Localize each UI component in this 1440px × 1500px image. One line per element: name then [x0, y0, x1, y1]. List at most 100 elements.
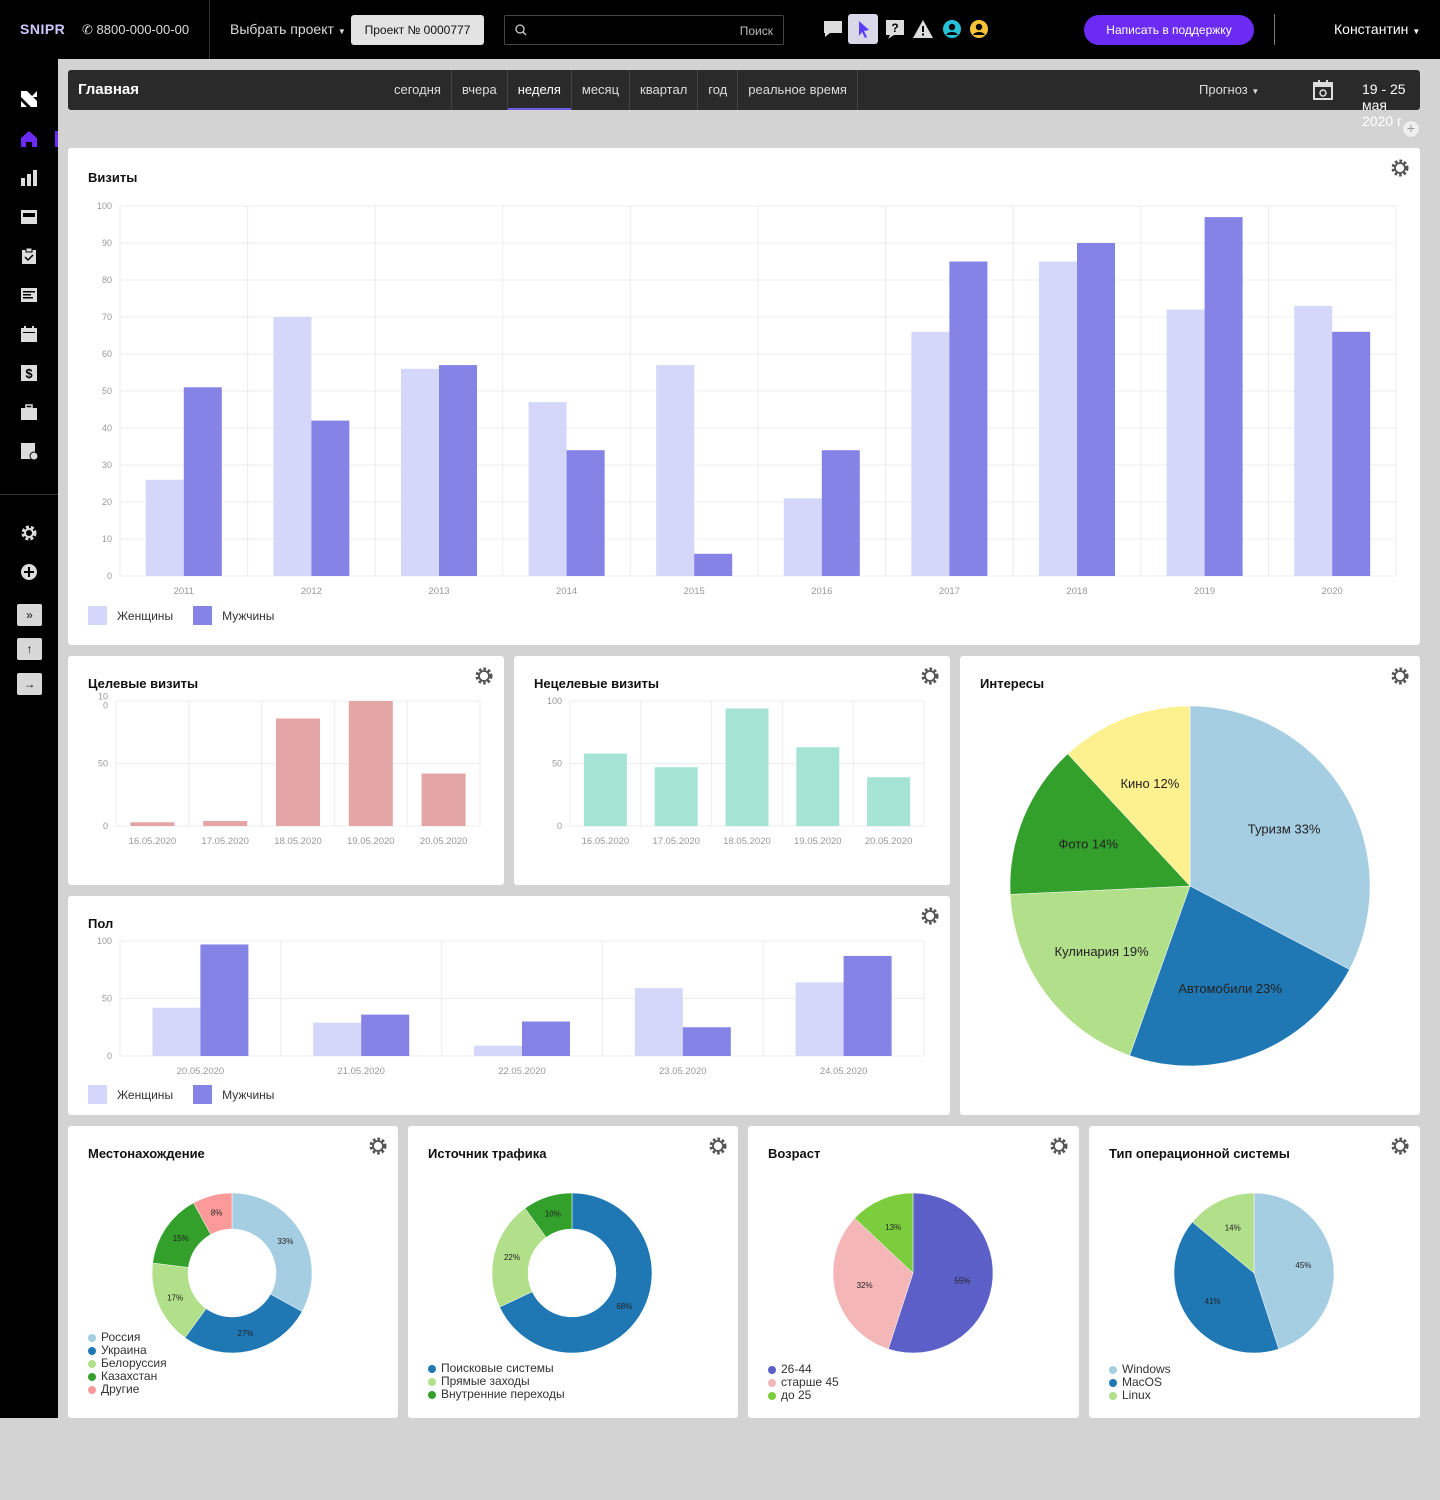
- legend-item[interactable]: Женщины: [88, 1085, 173, 1104]
- tab-realtime[interactable]: реальное время: [737, 70, 858, 110]
- slice-label: Автомобили 23%: [1178, 981, 1282, 996]
- briefcase-icon[interactable]: [19, 402, 39, 422]
- smile-icon[interactable]: [968, 18, 990, 40]
- slice-label: 41%: [1205, 1297, 1221, 1306]
- app-logo[interactable]: SNIPR: [20, 21, 66, 37]
- legend-item[interactable]: Linux: [1109, 1389, 1171, 1402]
- calendar-icon[interactable]: [1312, 79, 1334, 101]
- gear-icon[interactable]: [1049, 1136, 1069, 1156]
- legend-label: Казахстан: [101, 1369, 158, 1383]
- legend-swatch: [768, 1365, 776, 1374]
- bar: [348, 701, 393, 826]
- gear-icon[interactable]: [368, 1136, 388, 1156]
- chat-icon[interactable]: [822, 18, 844, 40]
- user-icon[interactable]: [941, 18, 963, 40]
- report-icon[interactable]: [19, 441, 39, 461]
- legend-item[interactable]: Windows: [1109, 1363, 1171, 1376]
- card-title: Пол: [88, 916, 114, 931]
- legend-item[interactable]: Мужчины: [193, 1085, 274, 1104]
- legend-item[interactable]: Казахстан: [88, 1370, 167, 1383]
- y-tick-label: 70: [102, 312, 112, 322]
- gear-icon[interactable]: [1390, 1136, 1410, 1156]
- legend-item[interactable]: Украина: [88, 1344, 167, 1357]
- bar: [911, 331, 950, 576]
- date-range[interactable]: 19 - 25 мая 2020 г: [1362, 81, 1406, 129]
- project-button[interactable]: Проект № 0000777: [351, 15, 484, 45]
- scroll-up-button[interactable]: ↑: [17, 638, 42, 660]
- forecast-dropdown[interactable]: Прогноз ▼: [1199, 82, 1259, 97]
- home-icon[interactable]: [19, 129, 39, 149]
- add-widget-button[interactable]: +: [1402, 120, 1420, 138]
- slice-label: 22%: [504, 1253, 520, 1262]
- legend-item[interactable]: 26-44: [768, 1363, 839, 1376]
- interests-card: Интересы Туризм 33% Автомобили 23% Кулинар…: [960, 656, 1420, 1115]
- legend-item[interactable]: старше 45: [768, 1376, 839, 1389]
- slice-label: Кулинария 19%: [1055, 944, 1150, 959]
- gear-icon[interactable]: [920, 666, 940, 686]
- gear-icon[interactable]: [474, 666, 494, 686]
- legend-item[interactable]: Другие: [88, 1383, 167, 1396]
- add-icon[interactable]: [19, 562, 39, 582]
- x-tick-label: 18.05.2020: [274, 836, 322, 847]
- legend-item[interactable]: Прямые заходы: [428, 1375, 565, 1388]
- x-tick-label: 2015: [684, 586, 705, 597]
- user-name: Константин: [1334, 21, 1409, 37]
- calendar-icon[interactable]: [19, 324, 39, 344]
- support-button[interactable]: Написать в поддержку: [1084, 15, 1254, 45]
- legend-item[interactable]: MacOS: [1109, 1376, 1171, 1389]
- expand-sidebar-button[interactable]: »: [17, 604, 42, 626]
- cursor-icon[interactable]: [848, 14, 878, 44]
- next-button[interactable]: →: [17, 673, 42, 695]
- legend-item[interactable]: Внутренние переходы: [428, 1388, 565, 1401]
- gender-card: Пол 0 50 100 20.05.2020 21.05.2020 22.05.2020…: [68, 896, 950, 1115]
- gear-icon[interactable]: [920, 906, 940, 926]
- legend-label: MacOS: [1122, 1375, 1163, 1389]
- pie-slice: [1189, 705, 1371, 970]
- clipboard-icon[interactable]: [19, 246, 39, 266]
- counter-icon[interactable]: [19, 207, 39, 227]
- gear-icon[interactable]: [1390, 666, 1410, 686]
- nontarget-visits-card: Нецелевые визиты 0 50 100 16.05.2020 17.05.2…: [514, 656, 950, 885]
- forecast-label: Прогноз: [1199, 82, 1248, 97]
- legend-swatch: [88, 606, 107, 625]
- legend-label: Windows: [1122, 1362, 1171, 1376]
- bar: [583, 753, 627, 826]
- x-tick-label: 2013: [428, 586, 449, 597]
- chart-icon[interactable]: [19, 168, 39, 188]
- slice-label: Кино 12%: [1120, 776, 1179, 791]
- legend-label: Linux: [1122, 1388, 1151, 1402]
- legend-item[interactable]: Поисковые системы: [428, 1362, 565, 1375]
- tab-quarter[interactable]: квартал: [629, 70, 697, 110]
- gear-icon[interactable]: [1390, 158, 1410, 178]
- x-tick-label: 19.05.2020: [347, 836, 395, 847]
- user-menu[interactable]: Константин ▼: [1334, 21, 1420, 37]
- bar: [183, 387, 222, 576]
- tab-today[interactable]: сегодня: [394, 82, 441, 97]
- legend-item[interactable]: Россия: [88, 1331, 167, 1344]
- traffic-card: Источник трафика 68% 22% 10% Поисковые сис…: [408, 1126, 738, 1418]
- legend-item[interactable]: Мужчины: [193, 606, 274, 625]
- tab-week[interactable]: неделя: [506, 70, 572, 110]
- dollar-icon[interactable]: $: [19, 363, 39, 383]
- legend-item[interactable]: Женщины: [88, 606, 173, 625]
- settings-icon[interactable]: [19, 523, 39, 543]
- legend-label: Женщины: [117, 1087, 174, 1102]
- tab-year[interactable]: год: [697, 70, 737, 110]
- warning-icon[interactable]: [912, 18, 934, 40]
- search-input[interactable]: Поиск: [504, 15, 784, 45]
- project-select[interactable]: Выбрать проект ▼: [230, 21, 346, 37]
- logo-icon[interactable]: [19, 89, 39, 109]
- pie-slice: [231, 1192, 313, 1312]
- legend-item[interactable]: до 25: [768, 1389, 839, 1402]
- bar: [152, 1007, 201, 1056]
- pie-slice: [499, 1192, 653, 1354]
- tab-month[interactable]: месяц: [570, 70, 629, 110]
- legend-item[interactable]: Белоруссия: [88, 1357, 167, 1370]
- list-icon[interactable]: [19, 285, 39, 305]
- gear-icon[interactable]: [708, 1136, 728, 1156]
- legend-label: Поисковые системы: [441, 1361, 554, 1375]
- bar: [311, 420, 350, 576]
- tab-yesterday[interactable]: вчера: [450, 70, 507, 110]
- legend-label: Россия: [101, 1330, 141, 1344]
- help-icon[interactable]: ?: [884, 18, 906, 40]
